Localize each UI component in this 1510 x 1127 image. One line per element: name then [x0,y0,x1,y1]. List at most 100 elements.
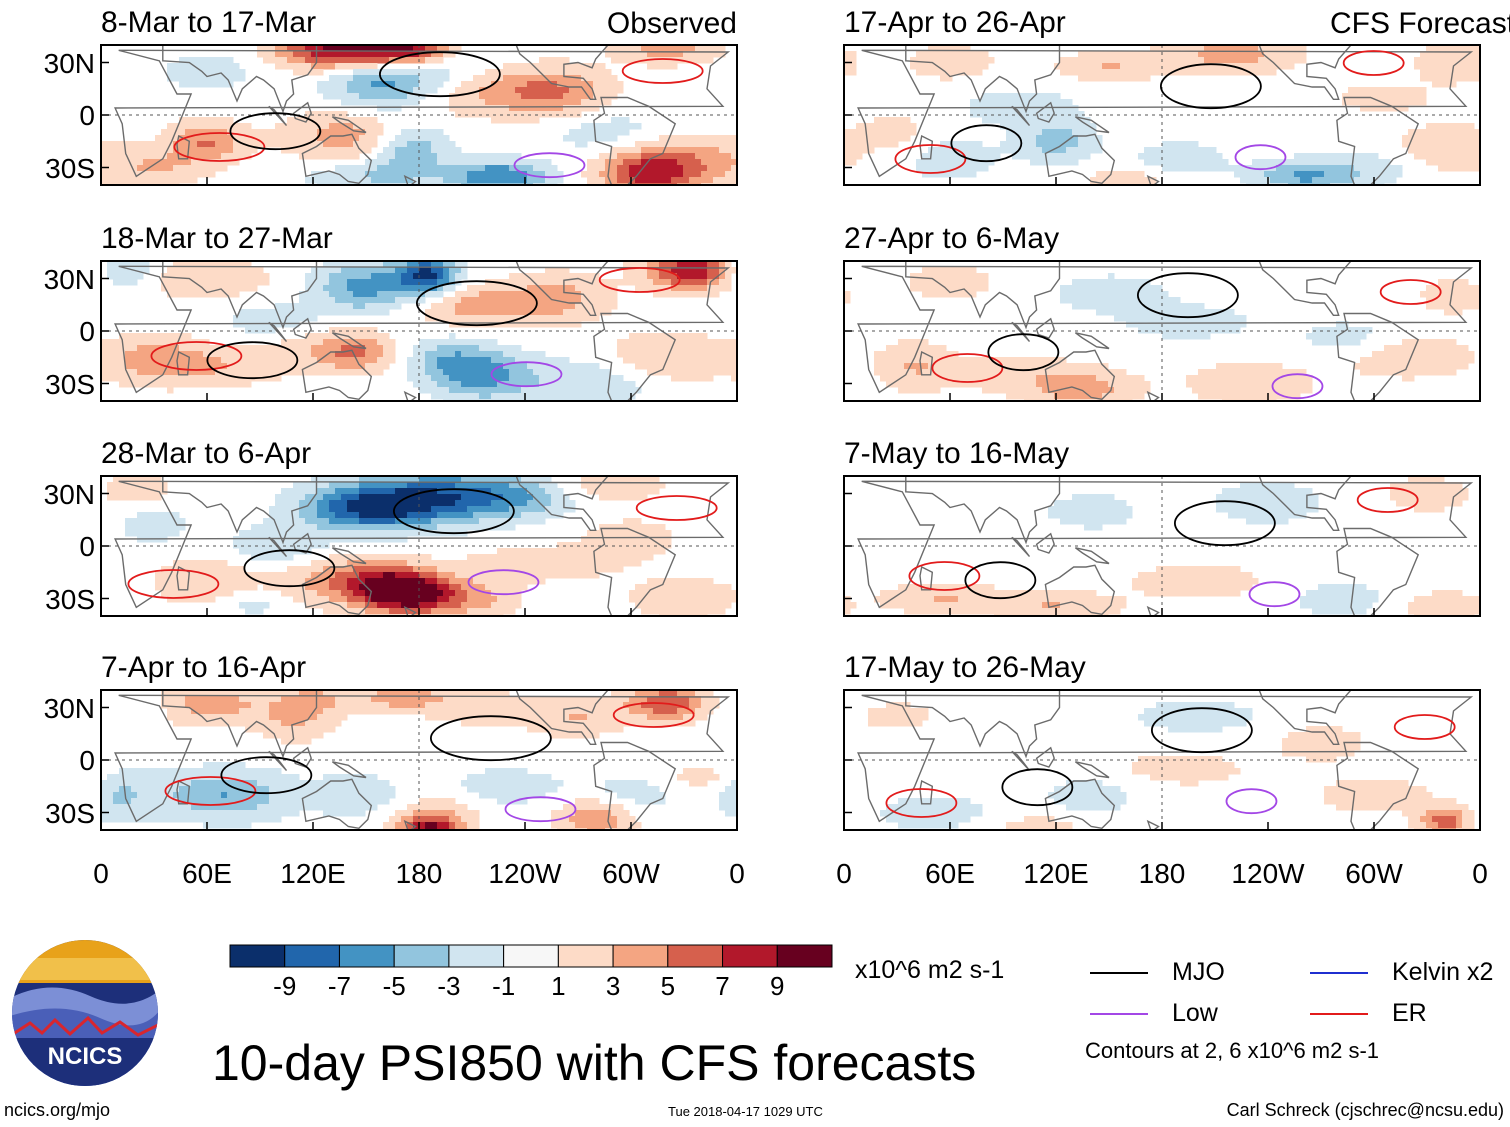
anomaly-cell [335,309,342,316]
anomaly-cell [155,171,162,178]
anomaly-cell [197,363,204,370]
anomaly-cell [497,291,504,298]
anomaly-cell [347,87,354,94]
anomaly-cell [179,720,186,727]
anomaly-cell [227,572,234,579]
anomaly-cell [641,351,648,358]
anomaly-cell [287,584,294,591]
anomaly-cell [455,714,462,721]
anomaly-cell [377,93,384,100]
anomaly-cell [593,279,600,286]
anomaly-cell [557,726,564,733]
anomaly-cell [725,351,732,358]
anomaly-cell [509,363,516,370]
anomaly-cell [461,267,468,274]
anomaly-cell [503,63,510,70]
anomaly-cell [197,560,204,567]
anomaly-cell [227,578,234,585]
anomaly-cell [593,165,600,172]
anomaly-cell [491,512,498,519]
anomaly-cell [365,75,372,82]
anomaly-cell [233,129,240,136]
anomaly-cell [695,608,702,615]
anomaly-cell [263,554,270,561]
anomaly-cell [581,714,588,721]
anomaly-cell [173,708,180,715]
anomaly-cell [665,141,672,148]
anomaly-cell [371,93,378,100]
anomaly-cell [581,726,588,733]
anomaly-cell [461,345,468,352]
anomaly-cell [365,690,372,697]
anomaly-cell [455,153,462,160]
anomaly-cell [713,279,720,286]
anomaly-cell [641,596,648,603]
anomaly-cell [401,494,408,501]
anomaly-cell [653,279,660,286]
anomaly-cell [191,690,198,697]
anomaly-cell [239,123,246,130]
anomaly-cell [479,696,486,703]
anomaly-cell [431,488,438,495]
anomaly-cell [323,171,330,178]
anomaly-cell [353,602,360,609]
anomaly-cell [113,177,120,184]
anomaly-cell [485,596,492,603]
anomaly-cell [443,512,450,519]
anomaly-cell [287,63,294,70]
anomaly-cell [689,285,696,292]
anomaly-cell [449,506,456,513]
anomaly-cell [599,297,606,304]
anomaly-cell [593,363,600,370]
anomaly-cell [701,584,708,591]
anomaly-cell [173,720,180,727]
anomaly-cell [443,51,450,58]
anomaly-cell [617,279,624,286]
anomaly-cell [485,375,492,382]
anomaly-cell [551,291,558,298]
anomaly-cell [419,129,426,136]
anomaly-cell [677,153,684,160]
anomaly-cell [611,177,618,184]
anomaly-cell [455,159,462,166]
anomaly-cell [503,159,510,166]
anomaly-cell [209,357,216,364]
anomaly-cell [389,81,396,88]
anomaly-cell [191,153,198,160]
anomaly-cell [197,702,204,709]
anomaly-cell [239,357,246,364]
anomaly-cell [563,720,570,727]
anomaly-cell [125,381,132,388]
anomaly-cell [389,578,396,585]
anomaly-cell [221,578,228,585]
anomaly-cell [467,476,474,483]
anomaly-cell [539,708,546,715]
anomaly-cell [377,159,384,166]
anomaly-cell [425,566,432,573]
anomaly-cell [659,369,666,376]
anomaly-cell [731,375,737,382]
anomaly-cell [323,63,330,70]
anomaly-cell [335,500,342,507]
anomaly-cell [107,273,114,280]
anomaly-cell [365,303,372,310]
anomaly-cell [389,536,396,543]
anomaly-cell [731,363,737,370]
anomaly-cell [479,554,486,561]
anomaly-cell [125,177,132,184]
anomaly-cell [569,285,576,292]
anomaly-cell [173,714,180,721]
anomaly-cell [419,345,426,352]
anomaly-cell [665,708,672,715]
anomaly-cell [173,345,180,352]
anomaly-cell [731,153,737,160]
anomaly-cell [539,476,546,483]
anomaly-cell [569,702,576,709]
anomaly-cell [659,542,666,549]
anomaly-cell [539,273,546,280]
anomaly-cell [473,578,480,585]
anomaly-cell [497,87,504,94]
anomaly-cell [353,345,360,352]
anomaly-cell [683,279,690,286]
anomaly-cell [635,590,642,597]
